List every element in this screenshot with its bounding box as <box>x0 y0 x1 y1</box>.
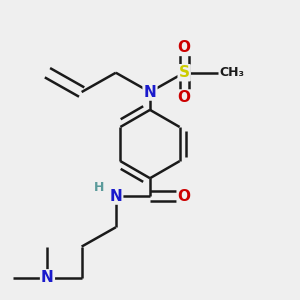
Text: O: O <box>178 91 191 106</box>
Text: O: O <box>178 189 191 204</box>
Text: N: N <box>144 85 156 100</box>
Text: N: N <box>110 189 122 204</box>
Text: S: S <box>179 65 190 80</box>
Text: CH₃: CH₃ <box>220 66 245 79</box>
Text: N: N <box>41 270 54 285</box>
Text: O: O <box>178 40 191 55</box>
Text: H: H <box>94 181 105 194</box>
